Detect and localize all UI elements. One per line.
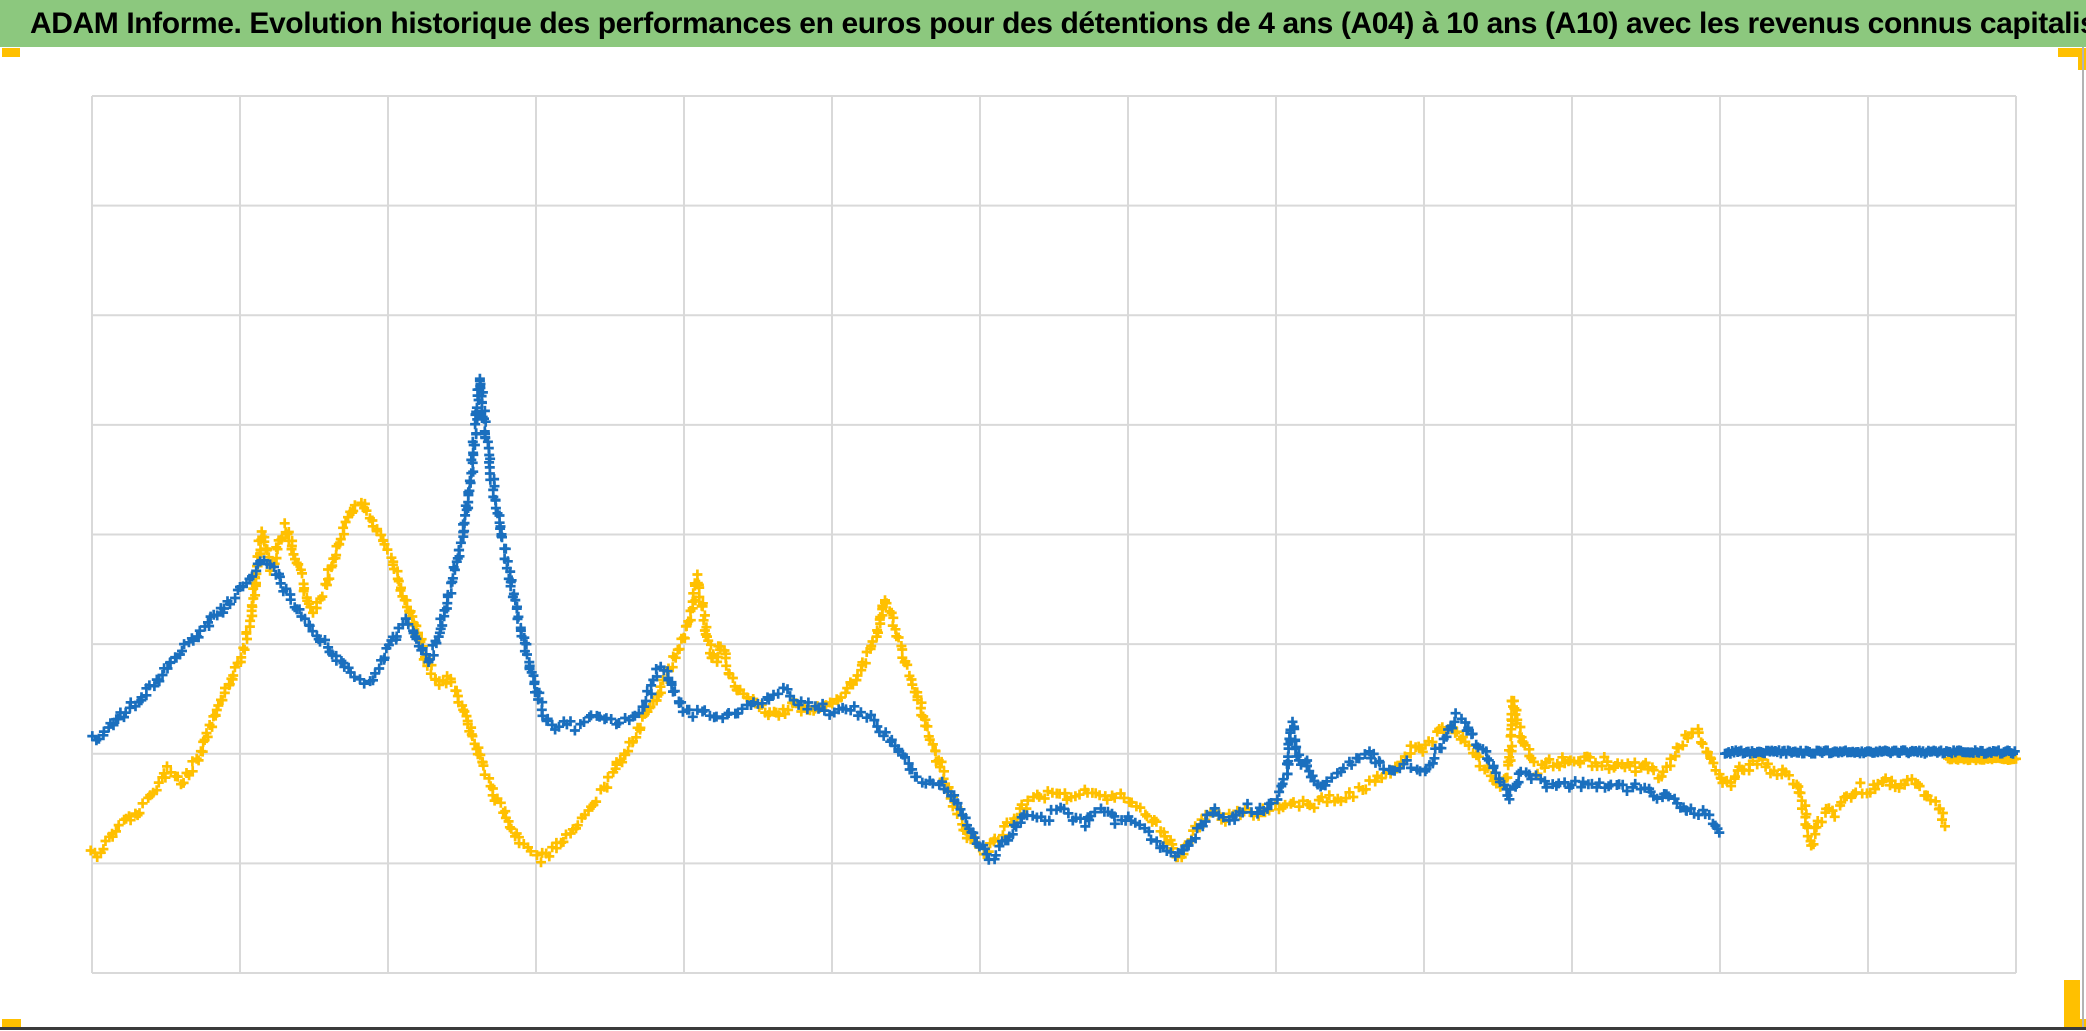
page-title: ADAM Informe. Evolution historique des p… — [30, 6, 2086, 40]
title-bar: ADAM Informe. Evolution historique des p… — [0, 0, 2086, 47]
corner-accent-top-right — [2058, 48, 2086, 57]
corner-accent-bottom-left — [2, 1019, 21, 1028]
corner-accent-bottom-right — [2064, 1019, 2086, 1028]
corner-accent-bottom-right-stub — [2064, 980, 2080, 1028]
blue-series — [87, 373, 2020, 865]
gold-series — [85, 497, 2021, 868]
window-bottom-border — [0, 1027, 2086, 1030]
gridlines — [91, 95, 2017, 974]
window-right-border — [2082, 47, 2084, 1028]
corner-accent-top-left — [2, 48, 20, 57]
